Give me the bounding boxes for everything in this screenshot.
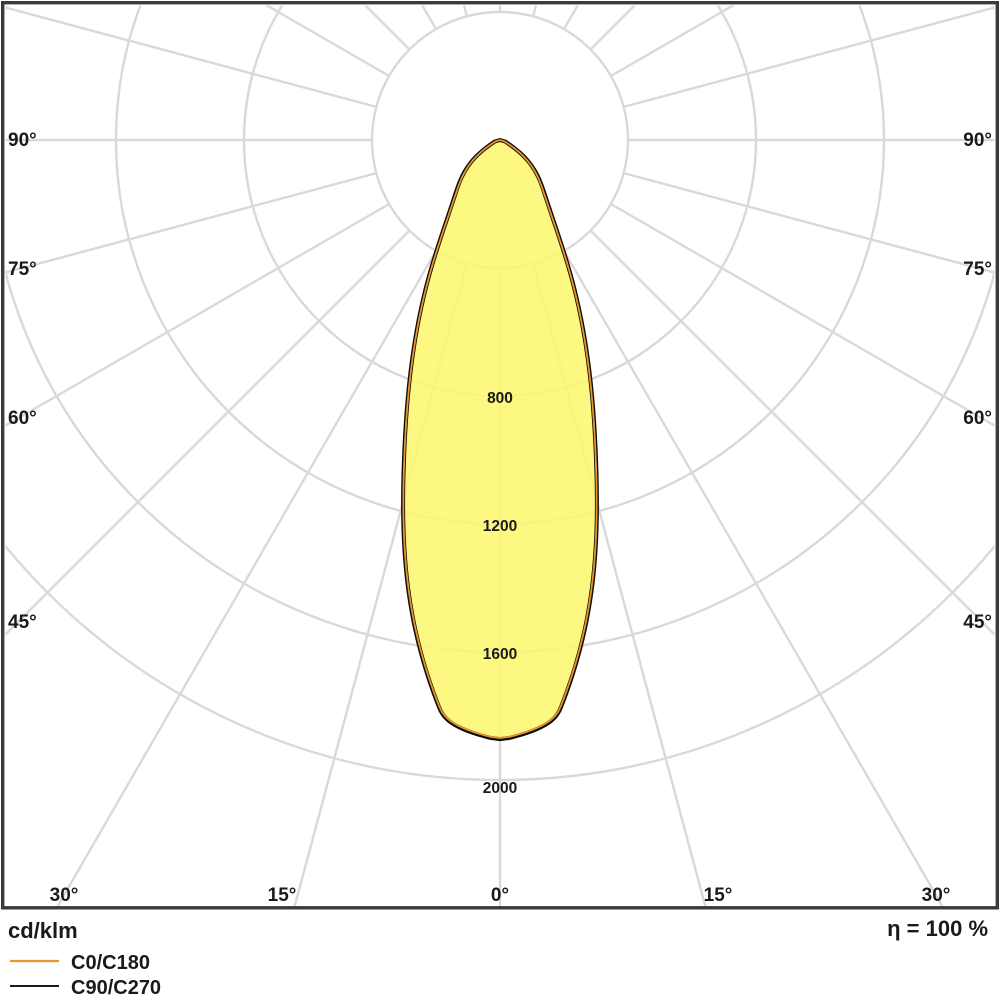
svg-text:90°: 90° [963,130,992,151]
svg-text:cd/klm: cd/klm [8,918,78,943]
svg-text:C90/C270: C90/C270 [71,977,161,999]
svg-text:1200: 1200 [483,518,517,535]
svg-text:C0/C180: C0/C180 [71,952,150,974]
svg-text:60°: 60° [963,408,992,429]
svg-text:75°: 75° [963,259,992,280]
svg-text:60°: 60° [8,408,37,429]
svg-text:800: 800 [487,390,513,407]
svg-text:30°: 30° [50,885,79,906]
svg-text:15°: 15° [268,885,297,906]
svg-text:75°: 75° [8,259,37,280]
svg-text:90°: 90° [8,130,37,151]
svg-text:1600: 1600 [483,646,517,663]
svg-text:30°: 30° [922,885,951,906]
svg-text:45°: 45° [8,612,37,633]
svg-text:0°: 0° [491,885,509,906]
svg-text:2000: 2000 [483,780,517,797]
svg-text:η = 100 %: η = 100 % [887,916,988,941]
svg-text:15°: 15° [704,885,733,906]
svg-text:45°: 45° [963,612,992,633]
